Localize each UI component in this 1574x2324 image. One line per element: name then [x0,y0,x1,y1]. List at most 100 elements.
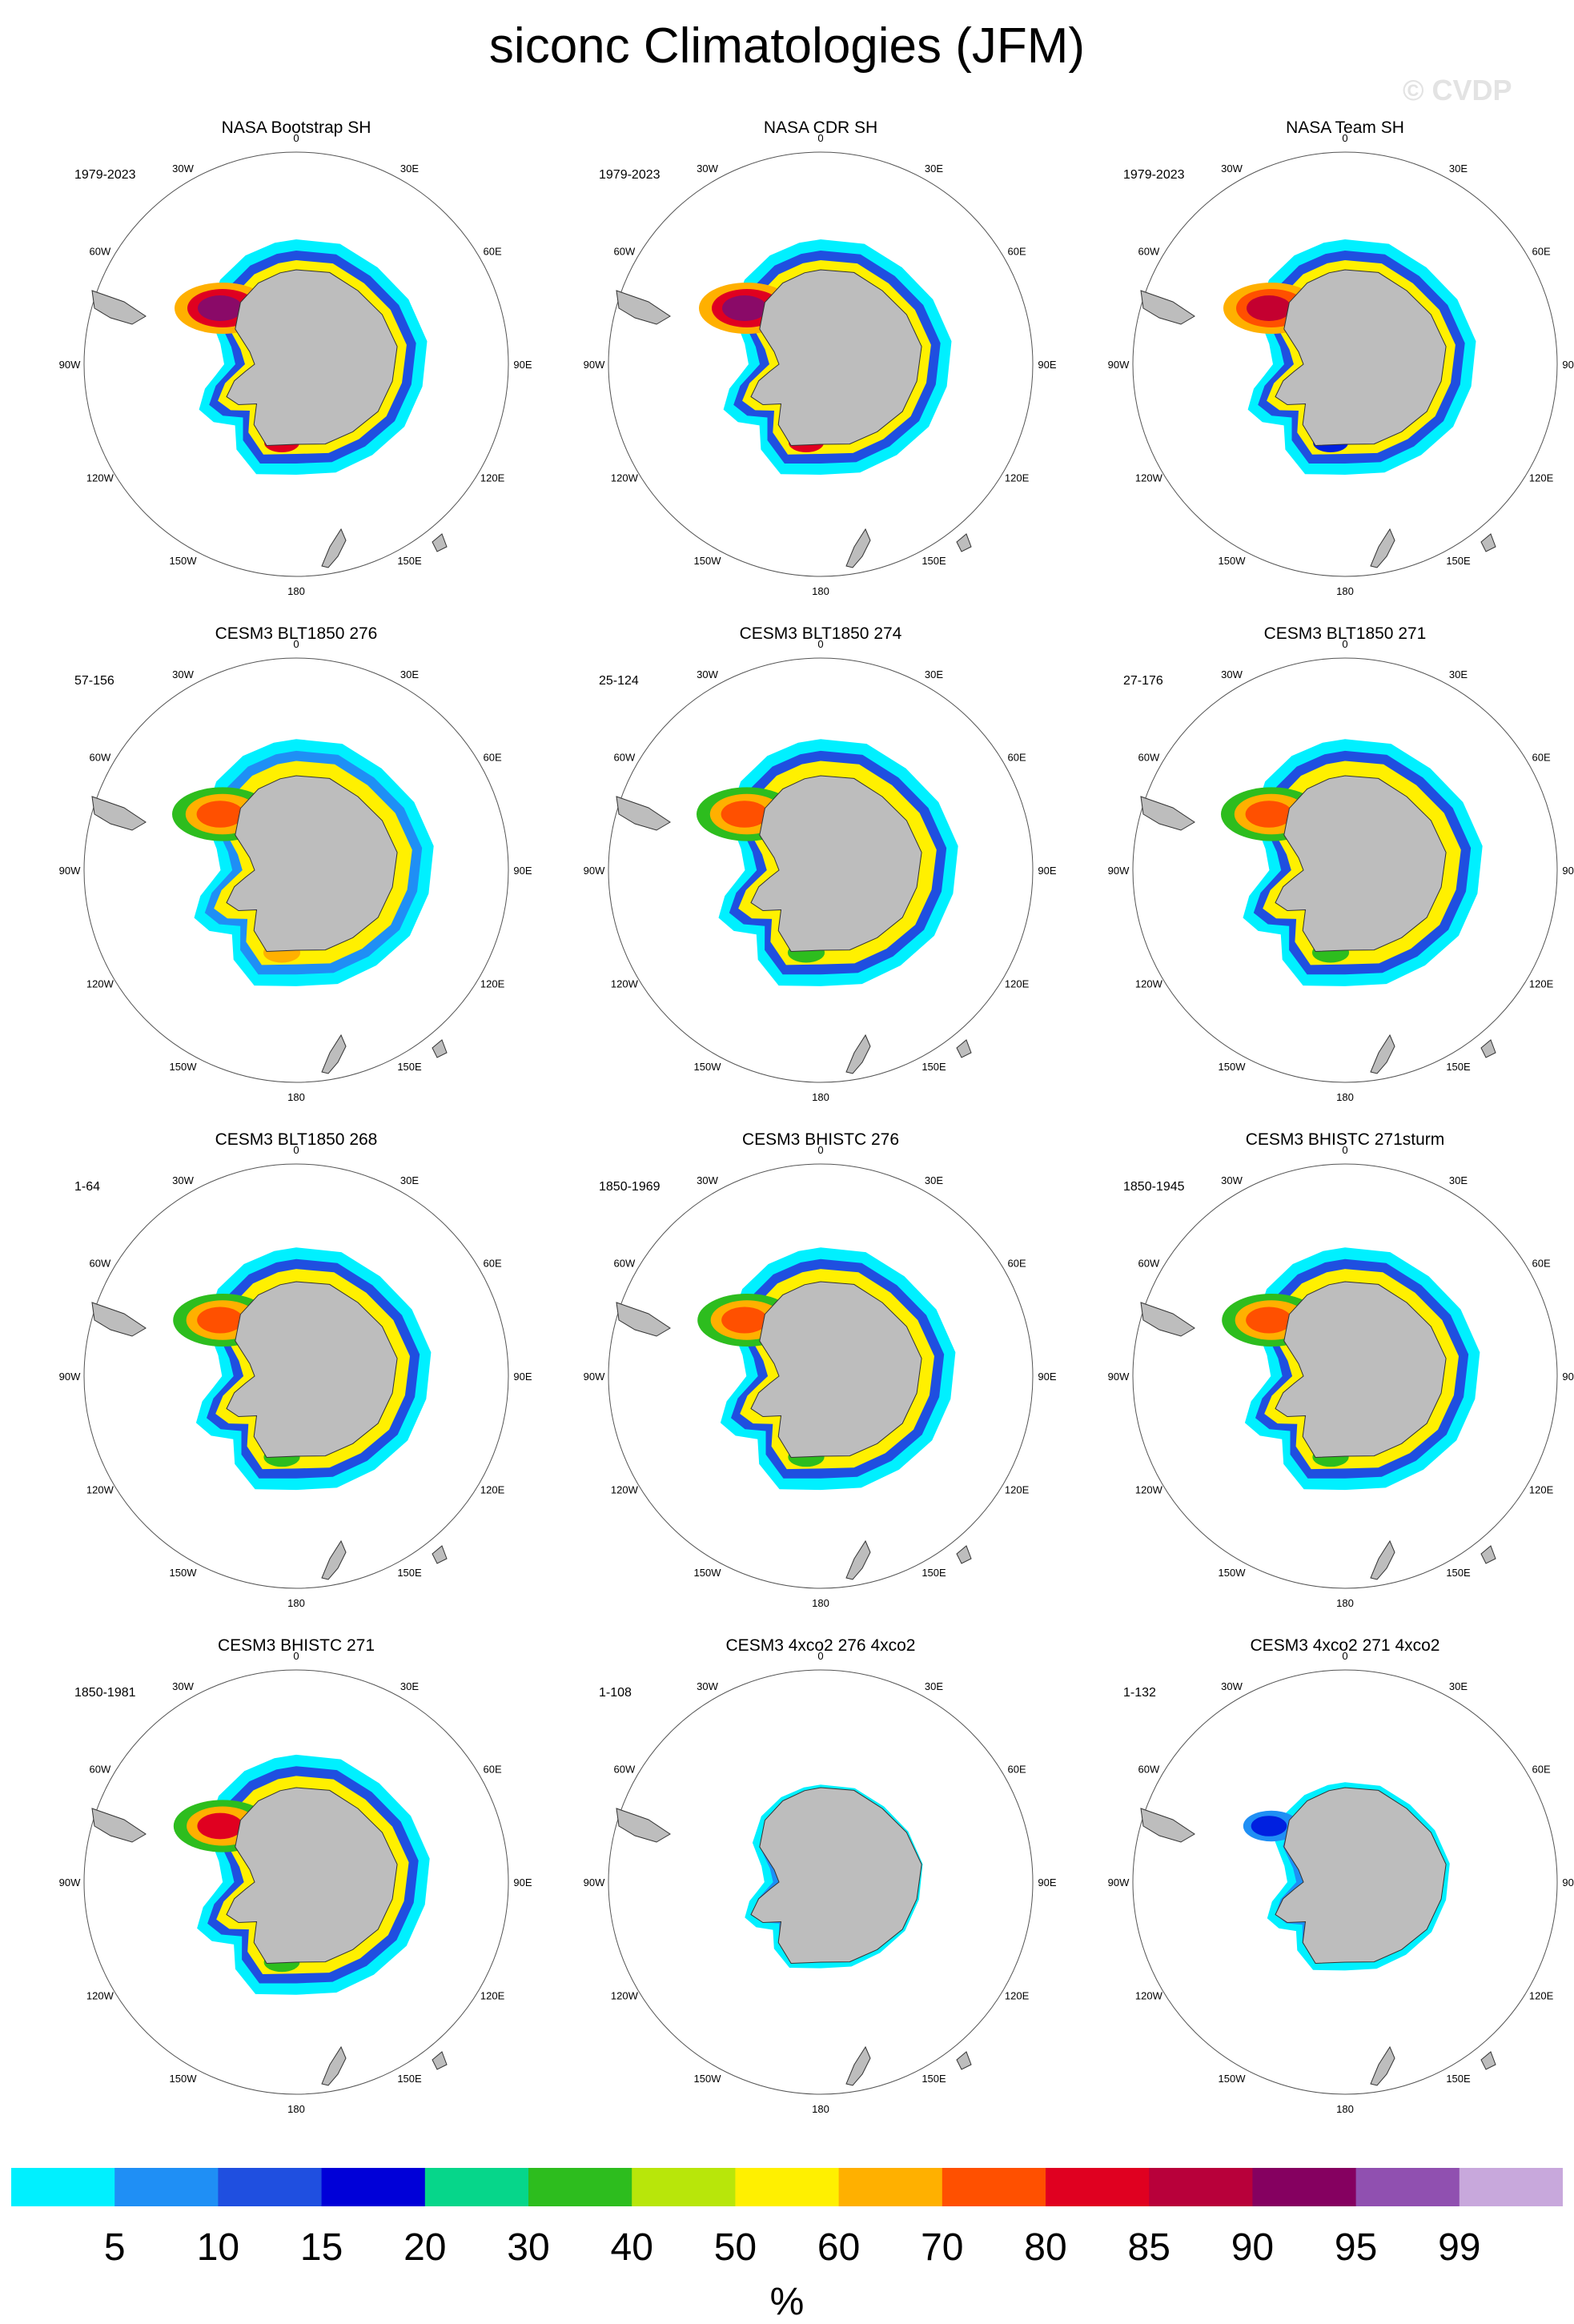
panel-title: CESM3 BLT1850 276 [215,624,378,643]
longitude-label: 90E [513,359,532,371]
colorbar-tick-label: 30 [507,2226,550,2269]
longitude-label: 60E [484,752,502,764]
longitude-label: 150E [922,2073,946,2085]
antarctica-landmass [226,269,398,447]
longitude-label: 30W [172,163,194,175]
colorbar [11,2168,1563,2206]
longitude-label: 60W [1138,246,1160,258]
longitude-label: 150W [170,2073,198,2085]
new-zealand-landmass [321,1034,347,1074]
longitude-label: 180 [1336,1091,1354,1103]
longitude-label: 120W [611,1990,639,2002]
south-america-landmass [1140,796,1195,831]
longitude-label: 60W [90,1258,111,1270]
colorbar-tick-label: 40 [610,2226,653,2269]
longitude-label: 60W [614,1764,636,1776]
new-zealand-landmass [845,2045,871,2086]
longitude-label: 120W [1135,978,1163,990]
panel-title: CESM3 BLT1850 268 [215,1130,378,1149]
colorbar-bin [1459,2168,1563,2206]
panel-period: 1850-1981 [74,1686,136,1700]
cvdp-watermark: © CVDP [1403,74,1512,106]
longitude-label: 30W [1221,163,1243,175]
antarctica-landmass [1275,1787,1447,1965]
panel-period: 1979-2023 [74,168,136,182]
map-panel: CESM3 4xco2 271 4xco2 1-132 0 30E 60E 90E 120E… [1085,1636,1574,2141]
longitude-label: 120W [611,1484,639,1496]
longitude-label: 30W [697,668,718,680]
longitude-label: 120W [611,978,639,990]
weddell-ice-core [1247,295,1291,321]
longitude-label: 90W [1108,359,1130,371]
colorbar-bin [1252,2168,1357,2206]
polar-map: 0 30E 60E 90E 120E 150E 180 150W 120W 90W 60W 30W [1108,638,1574,1103]
longitude-label: 120E [1529,472,1554,484]
longitude-label: 150E [397,555,422,567]
tasmania-landmass [956,533,972,552]
new-zealand-landmass [321,1539,347,1580]
polar-map: 0 30E 60E 90E 120E 150E 180 150W 120W 90W 60W 30W [584,1144,1057,1609]
tasmania-landmass [956,2051,972,2070]
new-zealand-landmass [845,1539,871,1580]
colorbar-bin [735,2168,840,2206]
antarctica-landmass [226,1281,398,1459]
longitude-label: 150E [1446,555,1471,567]
longitude-label: 120E [480,978,505,990]
polar-map: 0 30E 60E 90E 120E 150E 180 150W 120W 90W 60W 30W [59,1144,532,1609]
colorbar-tick-label: 10 [196,2226,240,2269]
panel-period: 1-64 [74,1180,101,1194]
longitude-label: 30E [925,1174,943,1186]
map-panel: CESM3 4xco2 276 4xco2 1-108 0 30E 60E 90E 120E… [560,1636,1081,2141]
weddell-ice-core [1251,1816,1287,1836]
longitude-label: 120W [1135,1990,1163,2002]
longitude-label: 90W [59,1371,81,1383]
longitude-label: 120E [1005,1484,1030,1496]
antarctica-landmass [226,775,398,953]
weddell-ice-core [196,801,244,828]
antarctica-landmass [750,269,922,447]
tasmania-landmass [432,1039,448,1058]
longitude-label: 150W [170,1061,198,1073]
colorbar-bin [838,2168,943,2206]
colorbar-bin [11,2168,115,2206]
map-panel: NASA Team SH 1979-2023 0 30E 60E 90E 120E 150E 1… [1085,118,1574,623]
new-zealand-landmass [1370,528,1395,568]
longitude-label: 120E [1005,1990,1030,2002]
longitude-label: 120E [1529,1484,1554,1496]
longitude-label: 60W [614,752,636,764]
weddell-ice-core [197,1306,243,1334]
colorbar-tick-label: 85 [1127,2226,1170,2269]
longitude-label: 0 [293,1144,299,1156]
panel-period: 1850-1945 [1123,1180,1185,1194]
longitude-label: 0 [293,1650,299,1662]
longitude-label: 180 [812,585,829,597]
colorbar-tick-label: 70 [921,2226,964,2269]
tasmania-landmass [1480,1545,1496,1564]
longitude-label: 0 [817,1650,823,1662]
panel-period: 1850-1969 [599,1180,661,1194]
longitude-label: 30W [1221,668,1243,680]
longitude-label: 150W [1219,2073,1247,2085]
longitude-label: 90W [1108,865,1130,877]
longitude-label: 180 [812,1091,829,1103]
south-america-landmass [1140,290,1195,325]
weddell-ice-core [1245,801,1293,828]
colorbar-tick-label: 60 [817,2226,861,2269]
longitude-label: 60W [614,246,636,258]
longitude-label: 180 [287,1091,305,1103]
map-panel: CESM3 BLT1850 276 57-156 0 30E 60E 90E 120E 150… [36,624,556,1129]
longitude-label: 60E [1532,1764,1551,1776]
longitude-label: 150W [170,555,198,567]
longitude-label: 30E [400,163,419,175]
longitude-label: 30E [925,163,943,175]
longitude-label: 180 [1336,1597,1354,1609]
south-america-landmass [91,1808,147,1843]
map-panel: CESM3 BLT1850 268 1-64 0 30E 60E 90E 120E 150E 1… [36,1130,556,1635]
weddell-ice-core [721,801,769,828]
longitude-label: 120E [480,472,505,484]
polar-map: 0 30E 60E 90E 120E 150E 180 150W 120W 90W 60W 30W [59,132,532,597]
longitude-label: 60E [1532,246,1551,258]
longitude-label: 0 [293,638,299,650]
panel-title: CESM3 BHISTC 276 [741,1130,900,1149]
longitude-label: 60W [90,246,111,258]
